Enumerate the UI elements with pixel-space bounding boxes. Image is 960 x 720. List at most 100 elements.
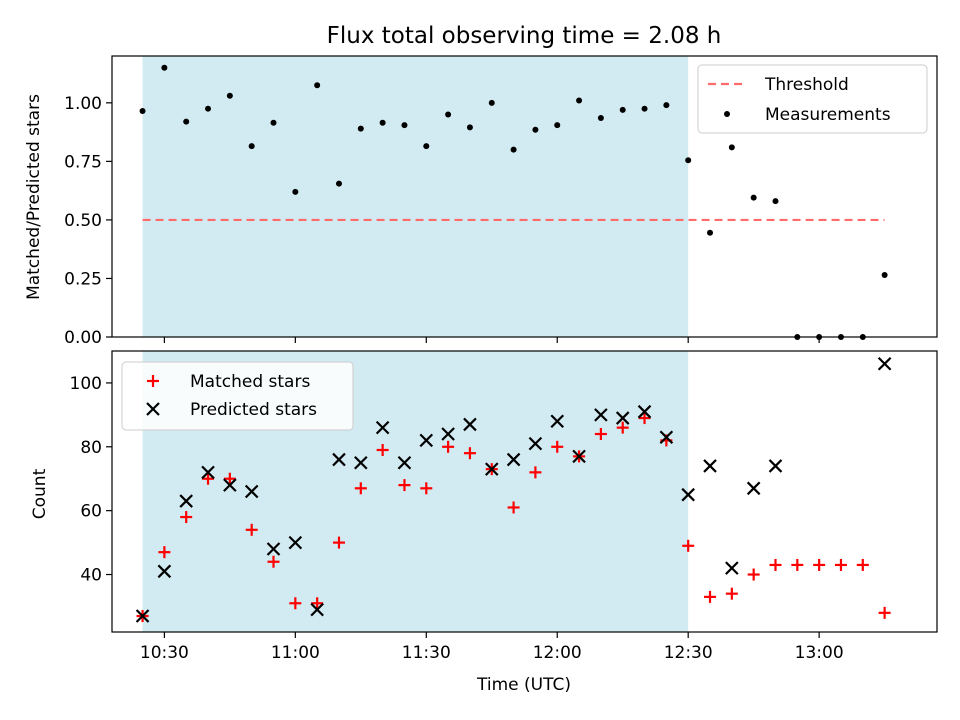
matched-star-point: [682, 539, 695, 552]
matched-star-point: [223, 472, 236, 485]
bottom-panel: 40 60 80 100 10:30 11:00 11:30 12:00 12:30 13:00…: [30, 350, 938, 695]
matched-star-point: [245, 523, 258, 536]
legend-matched-swatch: [147, 375, 159, 387]
bottom-x-tick-label: 10:30: [140, 643, 189, 663]
bottom-y-axis-label: Count: [30, 468, 50, 519]
predicted-star-point: [157, 564, 172, 579]
bottom-x-tick-label: 11:30: [402, 643, 451, 663]
top-y-tick-label: 1.00: [64, 94, 102, 114]
measurement-point: [445, 111, 452, 118]
matched-star-point: [616, 421, 629, 434]
predicted-star-point: [506, 452, 521, 467]
bottom-y-tick-label: 100: [70, 374, 102, 394]
matched-star-point: [529, 466, 542, 479]
predicted-star-point: [594, 408, 608, 422]
measurement-point: [728, 144, 735, 151]
top-legend-box: [697, 64, 928, 134]
matched-star-point: [289, 597, 302, 610]
measurement-point: [401, 122, 408, 129]
predicted-star-point: [375, 420, 390, 435]
matched-star-point: [834, 558, 847, 571]
matched-star-point: [638, 412, 651, 425]
matched-star-point: [420, 482, 433, 495]
predicted-star-point: [659, 430, 674, 444]
matched-star-point: [463, 447, 476, 460]
measurement-point: [423, 143, 430, 150]
matched-star-point: [158, 546, 171, 559]
predicted-star-point: [266, 542, 281, 556]
predicted-star-point: [725, 561, 739, 575]
bottom-x-ticks: 10:30 11:00 11:30 12:00 12:30 13:00: [140, 632, 844, 663]
matched-star-point: [769, 558, 782, 571]
matched-star-point: [398, 479, 411, 492]
top-x-ticks: [163, 337, 820, 343]
bottom-x-tick-label: 12:30: [664, 643, 713, 663]
measurement-point: [183, 118, 190, 125]
measurement-point: [292, 188, 299, 195]
predicted-star-point: [288, 535, 303, 550]
matched-star-point: [354, 482, 367, 495]
predicted-star-point: [332, 452, 346, 467]
measurement-point: [357, 125, 364, 132]
measurement-point: [554, 122, 561, 129]
predicted-star-point: [463, 417, 477, 432]
bottom-y-tick-label: 60: [80, 502, 102, 522]
predicted-star-point: [768, 459, 783, 473]
matched-star-point: [376, 443, 389, 456]
matched-star-point: [202, 472, 215, 485]
matched-star-point: [332, 536, 345, 549]
predicted-star-point: [681, 487, 695, 502]
measurement-point: [641, 105, 648, 112]
count-points: [135, 356, 892, 623]
predicted-star-point: [223, 478, 237, 492]
bottom-legend-box: [121, 361, 354, 431]
matched-star-point: [507, 501, 520, 514]
matched-star-point: [267, 555, 280, 568]
matched-star-point: [791, 558, 804, 571]
measurement-point: [161, 64, 168, 71]
legend-threshold-label: Threshold: [764, 75, 849, 95]
matched-star-point: [180, 511, 193, 524]
chart-title: Flux total observing time = 2.08 h: [327, 23, 722, 49]
measurement-point: [379, 119, 386, 126]
measurement-point: [314, 82, 321, 89]
matched-star-point: [311, 597, 324, 610]
top-panel: 0.00 0.25 0.50 0.75 1.00 Matched/Predicted s…: [24, 55, 938, 348]
top-axes-frame: [111, 55, 938, 338]
measurement-point: [619, 106, 626, 113]
bottom-legend: Matched stars Predicted stars: [121, 361, 354, 431]
matched-star-point: [704, 590, 717, 603]
matched-star-point: [442, 440, 455, 453]
measurement-point: [335, 180, 342, 187]
top-y-tick-label: 0.75: [64, 152, 102, 172]
predicted-star-point: [703, 459, 717, 473]
predicted-star-point: [746, 481, 761, 496]
top-y-tick-label: 0.25: [64, 269, 102, 289]
matched-star-point: [594, 428, 607, 441]
measurement-point: [248, 143, 255, 150]
matched-star-point: [856, 558, 869, 571]
matched-star-point: [878, 606, 891, 619]
measurement-point: [576, 97, 583, 104]
matched-star-point: [747, 568, 760, 581]
bottom-y-ticks: 40 60 80 100: [70, 374, 112, 586]
measurement-point: [707, 229, 714, 236]
bottom-axes-frame: [111, 350, 938, 633]
top-y-axis-label: Matched/Predicted stars: [24, 94, 44, 300]
predicted-star-point: [441, 427, 455, 441]
measurement-points: [139, 64, 888, 340]
measurement-point: [663, 102, 670, 109]
predicted-star-point: [179, 494, 193, 508]
measurement-point: [270, 119, 277, 126]
legend-measurement-label: Measurements: [765, 105, 891, 125]
predicted-star-point: [637, 404, 652, 419]
legend-predicted-swatch: [146, 402, 160, 416]
predicted-star-point: [550, 414, 565, 429]
legend-matched-label: Matched stars: [190, 372, 310, 392]
predicted-star-point: [244, 484, 259, 499]
measurement-point: [205, 105, 212, 112]
predicted-star-point: [201, 465, 215, 480]
predicted-star-point: [310, 602, 324, 617]
bottom-x-tick-label: 12:00: [533, 643, 582, 663]
